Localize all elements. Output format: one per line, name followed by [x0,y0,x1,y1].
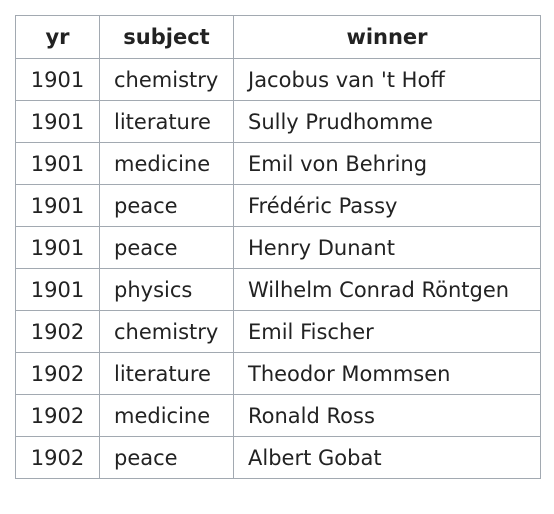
table-body: 1901 chemistry Jacobus van 't Hoff 1901 … [15,58,541,479]
cell-yr: 1902 [15,310,100,353]
cell-subject: peace [99,226,234,269]
cell-subject: peace [99,436,234,479]
cell-subject: physics [99,268,234,311]
cell-subject: literature [99,100,234,143]
cell-yr: 1901 [15,226,100,269]
cell-yr: 1902 [15,352,100,395]
cell-winner: Ronald Ross [233,394,541,437]
table-row: 1901 literature Sully Prudhomme [15,100,541,143]
cell-winner: Sully Prudhomme [233,100,541,143]
cell-winner: Frédéric Passy [233,184,541,227]
table-container: yr subject winner 1901 chemistry Jacobus… [15,15,541,479]
column-header-subject: subject [99,15,234,59]
table-row: 1902 chemistry Emil Fischer [15,310,541,353]
cell-yr: 1901 [15,100,100,143]
cell-subject: chemistry [99,310,234,353]
cell-yr: 1901 [15,268,100,311]
cell-yr: 1901 [15,184,100,227]
cell-winner: Henry Dunant [233,226,541,269]
column-header-winner: winner [233,15,541,59]
cell-subject: chemistry [99,58,234,101]
table-row: 1902 literature Theodor Mommsen [15,352,541,395]
table-row: 1902 medicine Ronald Ross [15,394,541,437]
cell-winner: Jacobus van 't Hoff [233,58,541,101]
cell-subject: medicine [99,394,234,437]
cell-winner: Emil von Behring [233,142,541,185]
cell-subject: peace [99,184,234,227]
table-header: yr subject winner [15,15,541,59]
cell-yr: 1901 [15,142,100,185]
table-row: 1901 medicine Emil von Behring [15,142,541,185]
cell-subject: medicine [99,142,234,185]
table-row: 1901 peace Henry Dunant [15,226,541,269]
cell-subject: literature [99,352,234,395]
cell-winner: Theodor Mommsen [233,352,541,395]
table-row: 1901 peace Frédéric Passy [15,184,541,227]
cell-winner: Wilhelm Conrad Röntgen [233,268,541,311]
cell-winner: Emil Fischer [233,310,541,353]
cell-winner: Albert Gobat [233,436,541,479]
header-row: yr subject winner [15,15,541,59]
table-row: 1902 peace Albert Gobat [15,436,541,479]
cell-yr: 1902 [15,394,100,437]
nobel-winners-table: yr subject winner 1901 chemistry Jacobus… [15,15,541,479]
table-row: 1901 physics Wilhelm Conrad Röntgen [15,268,541,311]
cell-yr: 1902 [15,436,100,479]
column-header-yr: yr [15,15,100,59]
cell-yr: 1901 [15,58,100,101]
table-row: 1901 chemistry Jacobus van 't Hoff [15,58,541,101]
